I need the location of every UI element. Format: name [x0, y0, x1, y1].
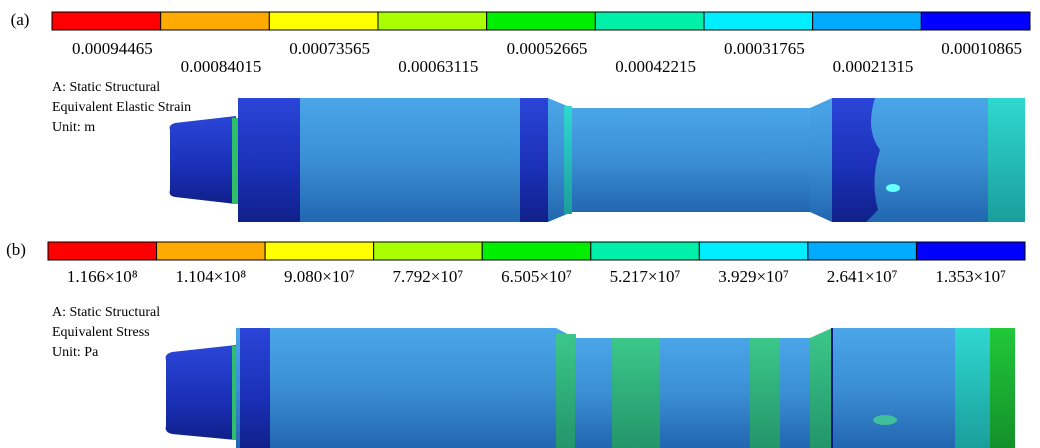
- legend-label: 1.166×10⁸: [67, 267, 138, 286]
- legend-label: 5.217×10⁷: [610, 267, 681, 286]
- legend-label: 0.00031765: [724, 39, 805, 58]
- legend-swatch: [157, 242, 266, 260]
- legend-swatch: [374, 242, 483, 260]
- legend-label: 6.505×10⁷: [501, 267, 572, 286]
- legend-swatch: [591, 242, 700, 260]
- legend-swatch: [921, 12, 1030, 30]
- legend-swatch: [482, 242, 591, 260]
- legend-label: 0.00063115: [398, 57, 478, 76]
- legend-swatch: [378, 12, 487, 30]
- legend-swatch: [48, 242, 157, 260]
- legend-swatch: [595, 12, 704, 30]
- panel-label: (a): [11, 10, 30, 29]
- legend-swatch: [161, 12, 270, 30]
- legend-label: 2.641×10⁷: [827, 267, 898, 286]
- shaft-b: [166, 328, 1015, 448]
- legend-swatch: [704, 12, 813, 30]
- result-info: Equivalent Elastic Strain: [52, 100, 191, 115]
- legend-swatch: [265, 242, 374, 260]
- legend-swatch: [916, 242, 1025, 260]
- legend-swatch: [813, 12, 922, 30]
- result-info: A: Static Structural: [52, 305, 160, 320]
- legend-label: 0.00010865: [941, 39, 1022, 58]
- legend-swatch: [487, 12, 596, 30]
- legend-swatch: [808, 242, 917, 260]
- figure: (a) 0.00094465 0.00084015 0.00073565 0.00063…: [0, 0, 1040, 448]
- shaft-a: [170, 98, 1025, 222]
- legend-label: 0.00042215: [615, 57, 696, 76]
- result-info: Equivalent Stress: [52, 325, 150, 340]
- legend-label: 1.353×10⁷: [935, 267, 1006, 286]
- result-info: Unit: m: [52, 120, 95, 135]
- legend-label: 0.00021315: [833, 57, 914, 76]
- legend-label: 9.080×10⁷: [284, 267, 355, 286]
- legend-swatch: [52, 12, 161, 30]
- legend-label: 7.792×10⁷: [393, 267, 464, 286]
- panel-label: (b): [6, 240, 26, 259]
- legend-label: 3.929×10⁷: [718, 267, 789, 286]
- legend-label: 1.104×10⁸: [175, 267, 246, 286]
- legend-label: 0.00084015: [181, 57, 262, 76]
- legend-swatch: [699, 242, 808, 260]
- legend-label: 0.00094465: [72, 39, 153, 58]
- legend-swatch: [269, 12, 378, 30]
- result-info: Unit: Pa: [52, 345, 99, 360]
- legend-label: 0.00052665: [507, 39, 588, 58]
- legend-label: 0.00073565: [289, 39, 370, 58]
- result-info: A: Static Structural: [52, 80, 160, 95]
